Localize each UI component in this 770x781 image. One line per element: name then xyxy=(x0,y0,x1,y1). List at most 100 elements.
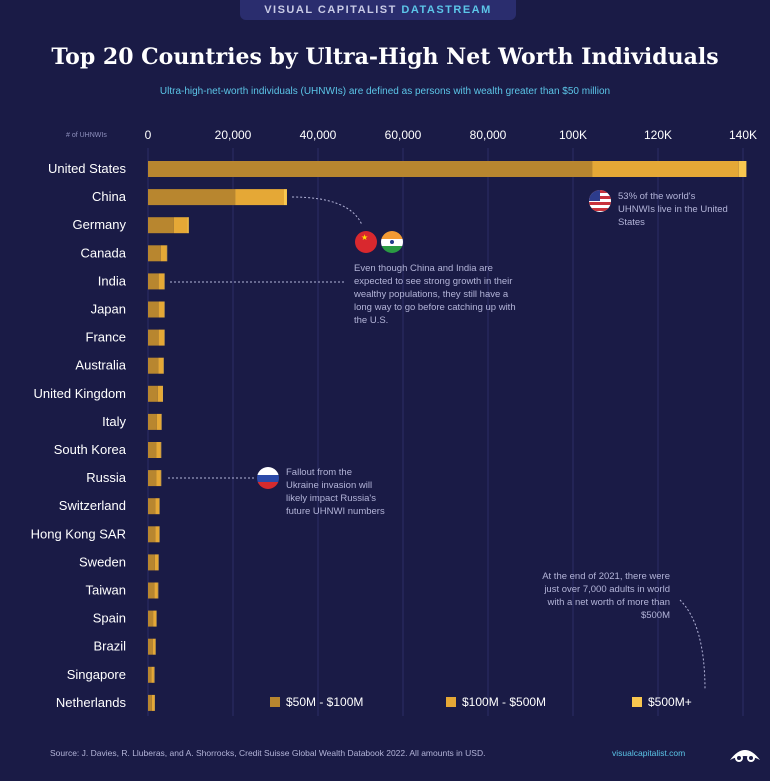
legend-item-3: $500M+ xyxy=(632,694,692,710)
bar-segment xyxy=(151,666,154,683)
bar-segment xyxy=(148,582,155,599)
bar-segment xyxy=(163,357,164,374)
bar-segment xyxy=(154,694,155,711)
bar-segment xyxy=(148,413,157,430)
category-label: China xyxy=(92,189,127,204)
bar-segment xyxy=(153,666,155,683)
bar-segment xyxy=(152,638,156,655)
bar-segment xyxy=(156,413,162,430)
bar-segment xyxy=(148,666,152,683)
category-label: Netherlands xyxy=(56,695,127,710)
category-label: South Korea xyxy=(54,442,127,457)
bar-segment xyxy=(154,582,158,599)
brand-sub: DATASTREAM xyxy=(401,4,492,16)
bar-segment xyxy=(164,273,165,290)
bar-segment xyxy=(159,498,160,515)
svg-text:★: ★ xyxy=(361,233,368,242)
bar-segment xyxy=(148,526,156,543)
bar-segment xyxy=(148,273,159,290)
bar-segment xyxy=(148,638,153,655)
bar-segment xyxy=(164,301,165,318)
visual-capitalist-logo xyxy=(730,750,760,762)
brand-banner: VISUAL CAPITALIST DATASTREAM xyxy=(240,0,516,20)
chart-title: Top 20 Countries by Ultra-High Net Worth… xyxy=(51,44,719,70)
category-label: United States xyxy=(48,161,127,176)
legend-label-1: $50M - $100M xyxy=(286,695,364,709)
category-label: Spain xyxy=(93,611,126,626)
bar-segment xyxy=(148,357,159,374)
bar-segment xyxy=(158,273,165,290)
category-label: Switzerland xyxy=(59,498,126,513)
bar-segment xyxy=(148,329,159,346)
category-label: Taiwan xyxy=(86,583,126,598)
bar-segment xyxy=(148,442,157,458)
bar-segment xyxy=(156,442,161,458)
category-label: Australia xyxy=(75,358,126,373)
bar-segment xyxy=(162,385,163,402)
bar-segment xyxy=(161,413,162,430)
x-tick-label: 80,000 xyxy=(470,128,507,142)
bar-segment xyxy=(148,470,157,487)
bar-segment xyxy=(157,385,163,402)
bar-segment xyxy=(148,694,152,711)
bar-segment xyxy=(158,301,165,318)
bar-segment xyxy=(158,329,165,346)
india-flag-icon xyxy=(381,231,403,253)
category-label: Japan xyxy=(91,302,126,317)
annotation-us: 53% of the world's UHNWIs live in the Un… xyxy=(618,191,728,228)
annotation-china-india: Even though China and India are expected… xyxy=(354,263,516,326)
bar-segment xyxy=(160,470,162,487)
legend-swatch-1 xyxy=(270,697,280,707)
bar-segment xyxy=(173,217,188,234)
category-label: France xyxy=(86,330,126,345)
x-tick-label: 100K xyxy=(559,128,587,142)
category-label: Italy xyxy=(102,414,126,429)
category-label: Canada xyxy=(80,245,126,260)
bar-segment xyxy=(148,245,161,262)
category-label: Singapore xyxy=(67,667,126,682)
bar-segment xyxy=(148,554,155,571)
x-tick-label: 40,000 xyxy=(300,128,337,142)
bar-segment xyxy=(160,245,167,262)
legend-item-2: $100M - $500M xyxy=(446,694,546,710)
legend-swatch-3 xyxy=(632,697,642,707)
bar-segment xyxy=(159,526,160,543)
axis-caption: # of UHNWIs xyxy=(66,132,107,139)
category-label: Russia xyxy=(86,470,127,485)
annotation-note: At the end of 2021, there were just over… xyxy=(542,571,670,621)
bar-segment xyxy=(158,357,164,374)
category-label: India xyxy=(98,273,127,288)
us-flag-icon xyxy=(589,190,611,212)
china-flag-icon: ★ xyxy=(355,231,377,253)
bar-segment xyxy=(157,582,159,599)
bar-segment xyxy=(738,161,747,177)
legend-swatch-2 xyxy=(446,697,456,707)
category-label: Germany xyxy=(73,217,127,232)
bar-segment xyxy=(592,161,739,177)
category-label: United Kingdom xyxy=(34,386,127,401)
site-link[interactable]: visualcapitalist.com xyxy=(612,748,686,758)
category-label: Sweden xyxy=(79,554,126,569)
bar-segment xyxy=(154,554,159,571)
category-label: Hong Kong SAR xyxy=(31,526,126,541)
bar-segment xyxy=(166,245,168,262)
china-connector xyxy=(291,196,363,226)
x-tick-label: 120K xyxy=(644,128,672,142)
category-label: Brazil xyxy=(93,639,126,654)
x-tick-label: 0 xyxy=(145,128,152,142)
legend-label-3: $500M+ xyxy=(648,695,692,709)
bar-segment xyxy=(156,610,157,627)
bar-segment xyxy=(148,301,159,318)
x-tick-label: 60,000 xyxy=(385,128,422,142)
bar-segment xyxy=(148,610,154,627)
annotation-russia: Fallout from the Ukraine invasion will l… xyxy=(286,467,385,517)
legend-item-1: $50M - $100M xyxy=(270,694,363,710)
bar-segment xyxy=(158,554,159,571)
bar-segment xyxy=(155,526,160,543)
bar-segment xyxy=(148,498,156,515)
bar-segment xyxy=(164,329,165,346)
x-tick-label: 20,000 xyxy=(215,128,252,142)
bar-segment xyxy=(155,638,156,655)
bar-segment xyxy=(187,217,189,234)
